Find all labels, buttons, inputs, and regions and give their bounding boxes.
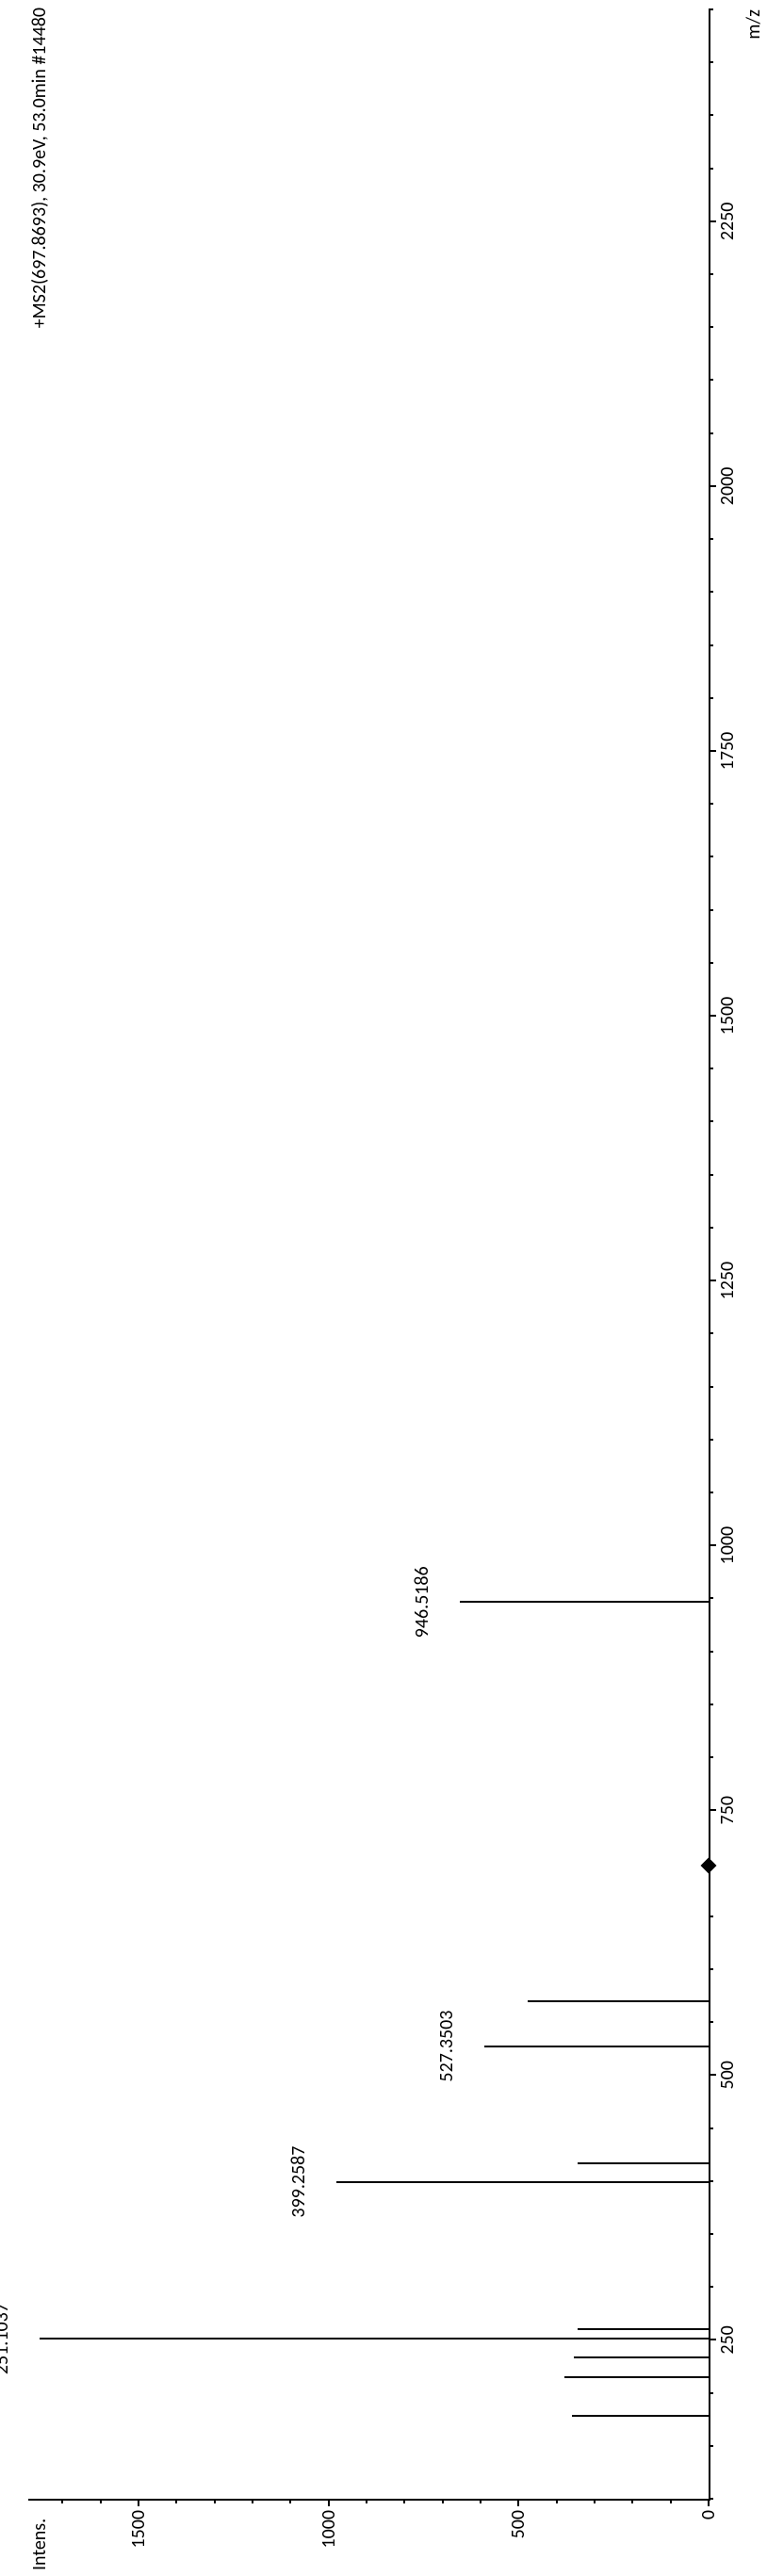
x-tick — [709, 2339, 716, 2340]
y-minor-tick — [100, 2499, 102, 2503]
x-minor-tick — [709, 909, 713, 911]
x-minor-tick — [709, 1439, 713, 1441]
x-tick — [709, 485, 716, 487]
y-tick — [708, 2499, 710, 2506]
peak — [564, 2376, 709, 2378]
y-minor-tick — [403, 2499, 405, 2503]
x-minor-tick — [709, 273, 713, 275]
x-minor-tick — [709, 380, 713, 382]
x-minor-tick — [709, 1651, 713, 1653]
x-minor-tick — [709, 2128, 713, 2129]
x-minor-tick — [709, 2233, 713, 2235]
x-minor-tick — [709, 538, 713, 540]
x-minor-tick — [709, 644, 713, 646]
peak-label: 527.3503 — [435, 2011, 458, 2082]
y-minor-tick — [442, 2499, 444, 2503]
peak — [574, 2356, 709, 2358]
x-tick-label: 1750 — [716, 732, 739, 771]
x-minor-tick — [709, 856, 713, 857]
x-minor-tick — [709, 1068, 713, 1069]
y-tick-label: 500 — [507, 2510, 530, 2538]
x-minor-tick — [709, 114, 713, 116]
x-minor-tick — [709, 1597, 713, 1599]
x-minor-tick — [709, 2498, 713, 2500]
x-tick-label: 1250 — [716, 1262, 739, 1300]
y-axis-label: Intens. — [28, 2519, 51, 2570]
x-tick-label: 1500 — [716, 997, 739, 1035]
peak — [528, 2000, 709, 2002]
x-minor-tick — [709, 2021, 713, 2023]
y-tick-label: 0 — [697, 2510, 720, 2519]
y-tick — [328, 2499, 330, 2506]
x-minor-tick — [709, 2180, 713, 2182]
y-tick — [517, 2499, 519, 2506]
peak-label: 399.2587 — [287, 2146, 310, 2218]
y-tick-label: 1000 — [318, 2510, 340, 2549]
x-minor-tick — [709, 1174, 713, 1176]
x-tick-label: 2000 — [716, 467, 739, 506]
x-minor-tick — [709, 1386, 713, 1388]
y-minor-tick — [289, 2499, 291, 2503]
precursor-marker-icon — [701, 1857, 717, 1873]
x-tick-label: 500 — [716, 2061, 739, 2089]
y-tick-label: 1500 — [127, 2510, 150, 2549]
x-minor-tick — [709, 2445, 713, 2447]
x-tick — [709, 750, 716, 752]
x-minor-tick — [709, 1704, 713, 1705]
peak-label: 946.5186 — [411, 1566, 433, 1638]
y-minor-tick — [670, 2499, 672, 2503]
plot-area: 0500100015002505007501000125015001750200… — [28, 9, 710, 2501]
peak — [40, 2338, 709, 2340]
x-minor-tick — [709, 1332, 713, 1334]
x-minor-tick — [709, 61, 713, 63]
x-minor-tick — [709, 168, 713, 170]
x-tick — [709, 1015, 716, 1017]
peak — [578, 2328, 709, 2330]
y-minor-tick — [214, 2499, 216, 2503]
x-minor-tick — [709, 432, 713, 434]
x-tick — [709, 1809, 716, 1811]
x-minor-tick — [709, 1916, 713, 1917]
peak — [578, 2162, 709, 2164]
x-tick — [709, 2074, 716, 2076]
x-tick-label: 1000 — [716, 1526, 739, 1565]
x-minor-tick — [709, 803, 713, 805]
x-tick — [709, 1544, 716, 1546]
x-minor-tick — [709, 697, 713, 699]
x-minor-tick — [709, 8, 713, 10]
y-minor-tick — [175, 2499, 177, 2503]
x-minor-tick — [709, 1968, 713, 1970]
peak — [572, 2415, 709, 2417]
y-minor-tick — [594, 2499, 596, 2503]
x-tick-label: 2250 — [716, 203, 739, 241]
x-minor-tick — [709, 1120, 713, 1122]
x-minor-tick — [709, 591, 713, 593]
peak — [484, 2046, 709, 2047]
y-minor-tick — [556, 2499, 558, 2503]
x-minor-tick — [709, 326, 713, 328]
x-tick-label: 250 — [716, 2325, 739, 2354]
y-minor-tick — [366, 2499, 367, 2503]
peak-label: 251.1037 — [0, 2303, 13, 2374]
peak — [336, 2181, 709, 2183]
x-tick — [709, 1280, 716, 1281]
x-tick — [709, 220, 716, 222]
peak — [460, 1601, 709, 1603]
y-minor-tick — [480, 2499, 481, 2503]
y-minor-tick — [61, 2499, 63, 2503]
x-minor-tick — [709, 962, 713, 964]
spectrum-plot: Intens. m/z +MS2(697.8693), 30.9eV, 53.0… — [0, 0, 767, 2576]
x-minor-tick — [709, 1492, 713, 1493]
y-minor-tick — [252, 2499, 253, 2503]
x-minor-tick — [709, 2392, 713, 2394]
x-minor-tick — [709, 1227, 713, 1229]
y-minor-tick — [631, 2499, 633, 2503]
y-tick — [138, 2499, 139, 2506]
x-minor-tick — [709, 1756, 713, 1758]
x-minor-tick — [709, 2286, 713, 2288]
x-axis-label: m/z — [743, 9, 765, 40]
x-tick-label: 750 — [716, 1796, 739, 1824]
